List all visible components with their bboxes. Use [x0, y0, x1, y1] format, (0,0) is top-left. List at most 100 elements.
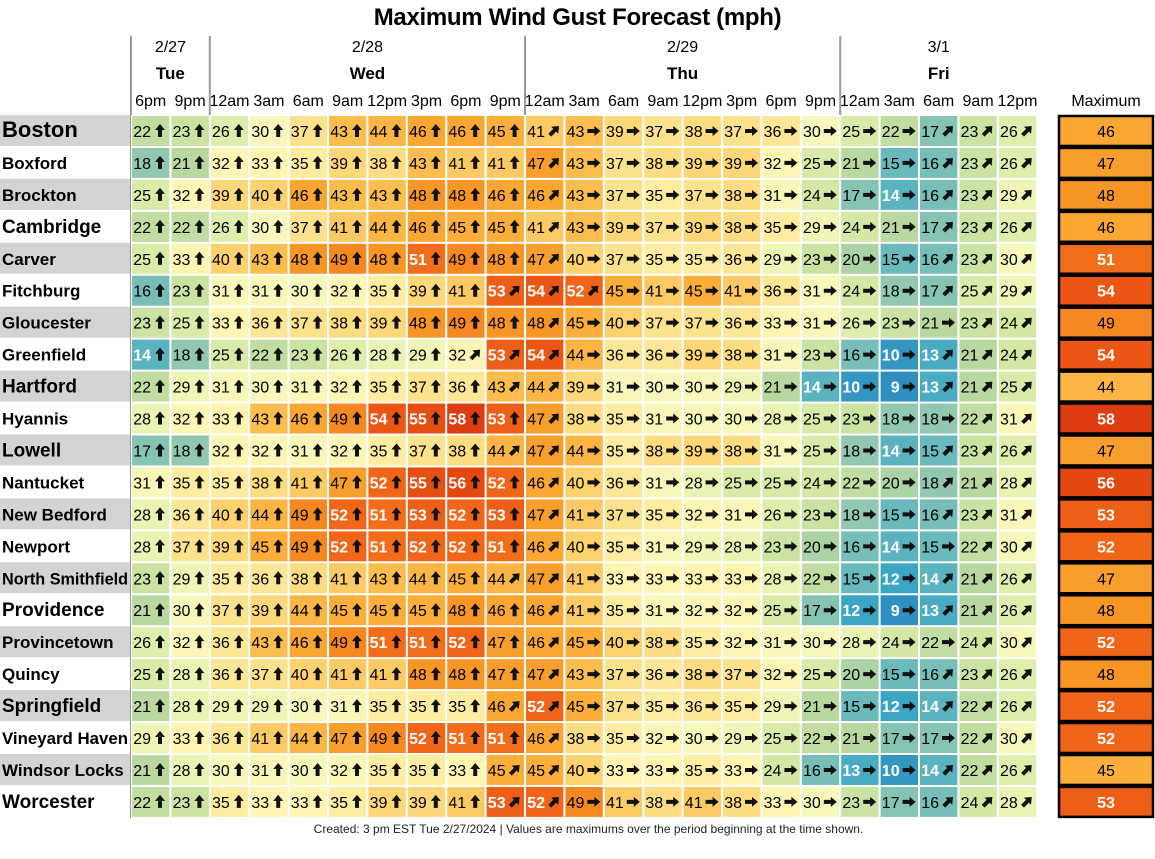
cell-fill	[328, 594, 368, 627]
heatmap-cell: 23	[170, 115, 210, 147]
row-label-bg	[0, 754, 130, 785]
cell-value: 12	[882, 699, 900, 716]
cell-value: 40	[567, 763, 585, 780]
cell-value: 54	[527, 348, 545, 365]
wind-arrow-icon	[391, 251, 402, 265]
heatmap-cell: 37	[603, 498, 644, 531]
heatmap-cell: 24	[840, 210, 880, 243]
cell-fill	[288, 306, 329, 339]
heatmap-cell: 33	[209, 402, 250, 435]
cell-value: 28	[133, 539, 151, 556]
heatmap-cell: 30	[722, 402, 762, 435]
cell-value: 47	[527, 443, 545, 460]
cell-fill	[288, 690, 329, 723]
heatmap-cell: 45	[485, 210, 526, 243]
heatmap-cell: 32	[682, 498, 722, 531]
wind-arrow-icon	[430, 794, 441, 808]
wind-arrow-icon	[548, 381, 559, 393]
heatmap-cell: 29	[406, 338, 447, 371]
wind-arrow-icon	[1021, 733, 1032, 744]
heatmap-cell: 23	[288, 338, 329, 371]
cell-value: 58	[448, 412, 466, 429]
wind-arrow-icon	[942, 317, 955, 328]
heatmap-cell: 18	[131, 146, 171, 179]
cell-value: 53	[488, 348, 506, 365]
heatmap-cell: 31	[761, 626, 801, 659]
wind-arrow-icon	[155, 315, 165, 329]
cell-value: 44	[527, 380, 545, 397]
cell-value: 38	[448, 443, 466, 460]
wind-arrow-icon	[587, 477, 601, 488]
cell-value: 28	[1000, 795, 1018, 812]
cell-fill	[406, 690, 447, 723]
cell-fill	[288, 785, 329, 818]
wind-arrow-icon	[902, 669, 916, 680]
cell-value: 46	[448, 124, 466, 141]
cell-value: 48	[409, 667, 427, 684]
cell-value: 18	[842, 507, 860, 524]
max-cell-fill	[1057, 753, 1155, 787]
wind-arrow-icon	[666, 796, 680, 807]
heatmap-cell: 23	[170, 274, 210, 307]
heatmap-cell: 21	[131, 690, 171, 723]
cell-fill	[170, 690, 210, 723]
wind-arrow-icon	[194, 379, 205, 393]
heatmap-cell: 16	[840, 530, 880, 563]
cell-fill	[682, 210, 722, 243]
wind-arrow-icon	[312, 603, 323, 617]
cell-value: 25	[764, 475, 782, 492]
wind-arrow-icon	[823, 349, 837, 360]
heatmap-cell: 23	[958, 115, 998, 147]
heatmap-cell: 31	[997, 498, 1038, 531]
heatmap-cell: 35	[643, 178, 683, 211]
heatmap-cell: 37	[722, 658, 762, 691]
cell-value: 38	[567, 731, 585, 748]
cell-value: 10	[882, 348, 900, 365]
row-label-bg	[0, 210, 130, 242]
cell-fill	[603, 562, 644, 595]
cell-fill	[288, 370, 329, 403]
wind-arrow-icon	[233, 443, 244, 457]
cell-fill	[485, 466, 526, 499]
cell-value: 43	[567, 156, 585, 173]
wind-arrow-icon	[863, 477, 877, 488]
wind-arrow-icon	[508, 381, 520, 393]
heatmap-cell: 26	[761, 498, 801, 531]
cell-value: 14	[133, 348, 151, 365]
cell-fill	[406, 722, 447, 754]
wind-arrow-icon	[863, 125, 877, 136]
wind-arrow-icon	[508, 765, 520, 776]
max-cell: 52	[1057, 721, 1155, 755]
cell-value: 51	[448, 731, 466, 748]
wind-arrow-icon	[352, 699, 362, 713]
heatmap-cell: 38	[643, 626, 683, 659]
heatmap-cell: 23	[840, 785, 880, 818]
cell-value: 45	[567, 635, 585, 652]
wind-arrow-icon	[312, 155, 323, 169]
wind-arrow-icon	[312, 667, 323, 681]
heatmap-cell: 20	[879, 466, 919, 499]
wind-arrow-icon	[626, 605, 640, 616]
cell-fill	[919, 434, 959, 467]
cell-value: 21	[133, 763, 151, 780]
heatmap-cell: 52	[485, 466, 526, 499]
heatmap-cell: 35	[643, 498, 683, 531]
cell-value: 35	[685, 252, 703, 269]
heatmap-cell: 18	[919, 402, 959, 435]
wind-arrow-icon	[823, 669, 837, 680]
cell-fill	[367, 434, 407, 467]
heatmap-cell: 43	[328, 115, 368, 147]
wind-arrow-icon	[233, 219, 244, 233]
heatmap-cell: 36	[446, 370, 486, 403]
wind-arrow-icon	[391, 731, 402, 745]
wind-arrow-icon	[587, 669, 601, 680]
cell-value: 14	[921, 763, 939, 780]
cell-value: 39	[567, 380, 585, 397]
row-label: Providence	[2, 600, 104, 621]
cell-value: 22	[961, 731, 979, 748]
table-row: Boston 22 23 26 30 37 43 44 46 46 45 41 43 39 37 38 37 36…	[0, 114, 1155, 148]
heatmap-cell: 48	[446, 178, 486, 211]
cell-value: 28	[173, 763, 191, 780]
heatmap-cell: 22	[131, 785, 171, 818]
wind-arrow-icon	[233, 699, 244, 713]
